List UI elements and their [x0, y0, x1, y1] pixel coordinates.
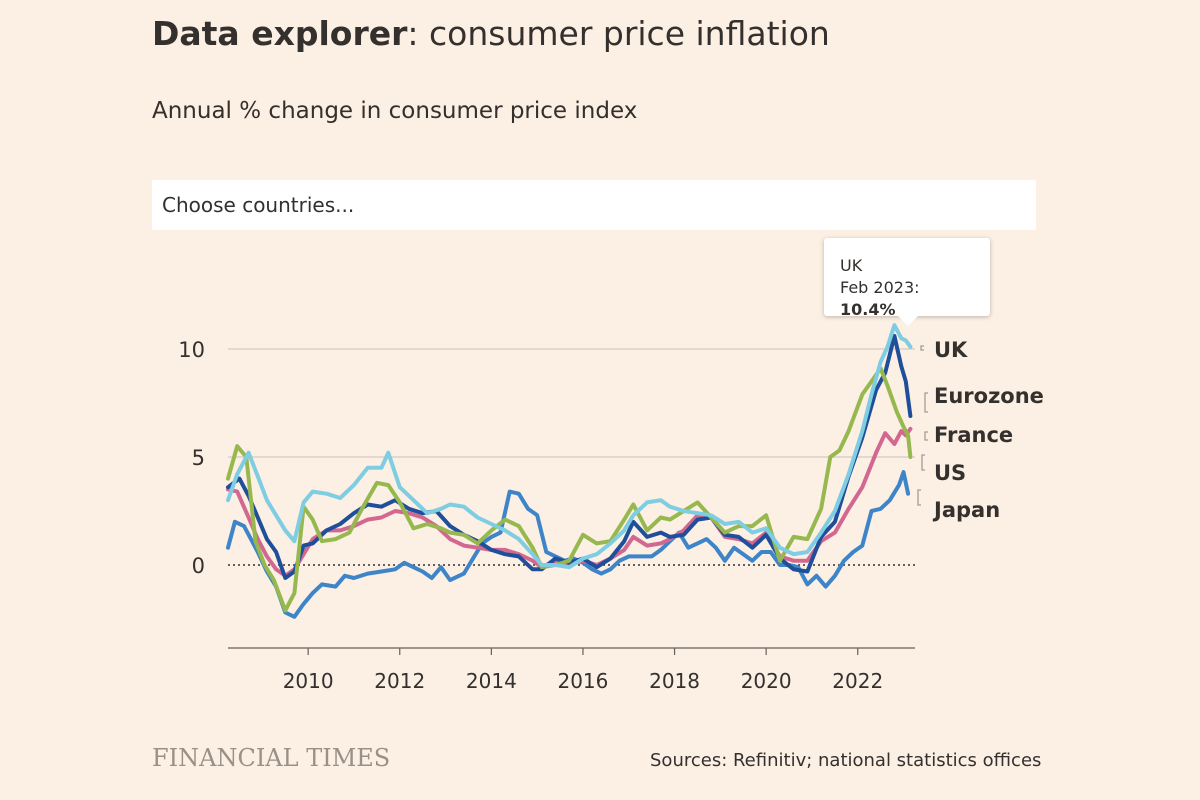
chart-title: Data explorer: consumer price inflation	[152, 14, 830, 53]
x-tick-label: 2014	[466, 669, 517, 693]
x-tick-label: 2010	[283, 669, 334, 693]
series-line-us	[226, 366, 913, 613]
y-tick-label: 0	[192, 554, 205, 578]
series-line-japan	[226, 470, 911, 619]
y-tick-label: 5	[192, 446, 205, 470]
tooltip-country: UK	[840, 256, 863, 275]
sources-note: Sources: Refinitiv; national statistics …	[650, 750, 1042, 771]
label-leader	[924, 392, 928, 413]
country-chooser-input[interactable]: Choose countries...	[152, 180, 1036, 230]
series-line-uk	[226, 323, 913, 570]
ft-logo-text: FINANCIAL TIMES	[152, 744, 391, 772]
series-label-eurozone: Eurozone	[934, 384, 1044, 408]
x-tick-label: 2022	[832, 669, 883, 693]
label-leader	[917, 489, 921, 506]
tooltip-value: 10.4%	[840, 300, 896, 319]
label-leader	[921, 454, 925, 471]
chart-title-rest: : consumer price inflation	[407, 14, 830, 53]
x-tick-label: 2018	[649, 669, 700, 693]
chart-title-bold: Data explorer	[152, 14, 408, 53]
y-tick-label: 10	[178, 338, 205, 362]
hover-tooltip: UK Feb 2023: 10.4%	[824, 238, 990, 326]
x-tick-label: 2016	[557, 669, 608, 693]
chart-subtitle: Annual % change in consumer price index	[152, 98, 638, 124]
series-line-eurozone	[226, 334, 913, 580]
label-leader	[920, 345, 924, 351]
x-tick-label: 2012	[374, 669, 425, 693]
series-label-uk: UK	[934, 338, 968, 362]
series-label-france: France	[934, 423, 1013, 447]
x-tick-label: 2020	[741, 669, 792, 693]
series-label-us: US	[934, 461, 966, 485]
tooltip-line: Feb 2023: 10.4%	[840, 277, 974, 321]
tooltip-date: Feb 2023:	[840, 278, 920, 297]
series-label-japan: Japan	[932, 498, 1000, 522]
label-leader	[924, 431, 928, 441]
